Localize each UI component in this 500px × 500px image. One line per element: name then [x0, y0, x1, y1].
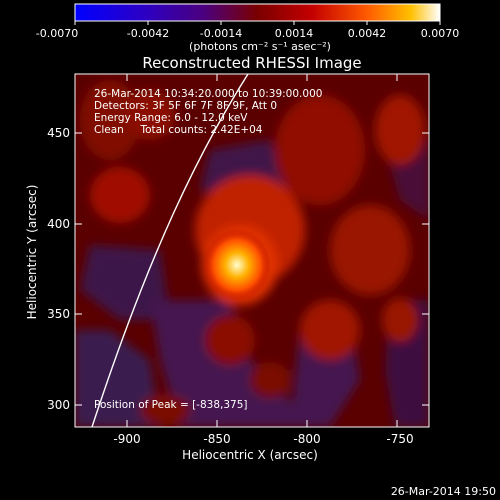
flare-source [203, 229, 271, 301]
info-line: 26-Mar-2014 10:34:20.000 to 10:39:00.000 [94, 88, 322, 100]
colorbar-tick-label: -0.0014 [200, 27, 242, 40]
info-line: Energy Range: 6.0 - 12.0 keV [94, 112, 248, 124]
rhessi-image [74, 73, 430, 428]
colorbar-unit-label: (photons cm⁻² s⁻¹ asec⁻²) [189, 40, 331, 53]
x-tick-label: -750 [386, 432, 413, 446]
y-axis-label: Heliocentric Y (arcsec) [25, 185, 39, 320]
x-axis-ticks [126, 74, 398, 427]
x-tick-label: -800 [293, 432, 320, 446]
peak-position: Position of Peak = [-838,375] [94, 399, 248, 411]
y-tick-label: 350 [47, 307, 70, 321]
solar-limb [91, 74, 249, 427]
colorbar [74, 3, 441, 22]
colorbar-tick-label: 0.0070 [421, 27, 460, 40]
plot-title: Reconstructed RHESSI Image [142, 54, 361, 72]
colorbar-tick-label: -0.0070 [36, 27, 78, 40]
info-line: Detectors: 3F 5F 6F 7F 8F 9F, Att 0 [94, 100, 277, 112]
x-tick-label: -850 [203, 432, 230, 446]
y-tick-label: 300 [47, 398, 70, 412]
y-tick-label: 450 [47, 126, 70, 140]
colorbar-tick-label: 0.0042 [348, 27, 387, 40]
colorbar-tick-label: 0.0014 [275, 27, 314, 40]
info-line: Clean Total counts: 2.42E+04 [94, 124, 263, 136]
y-tick-label: 400 [47, 217, 70, 231]
x-axis-label: Heliocentric X (arcsec) [182, 448, 318, 462]
colorbar-tick-label: -0.0042 [127, 27, 169, 40]
timestamp: 26-Mar-2014 19:50 [391, 485, 496, 498]
x-tick-label: -900 [113, 432, 140, 446]
y-axis-ticks [75, 132, 429, 406]
colorbar-ticks [74, 21, 441, 25]
